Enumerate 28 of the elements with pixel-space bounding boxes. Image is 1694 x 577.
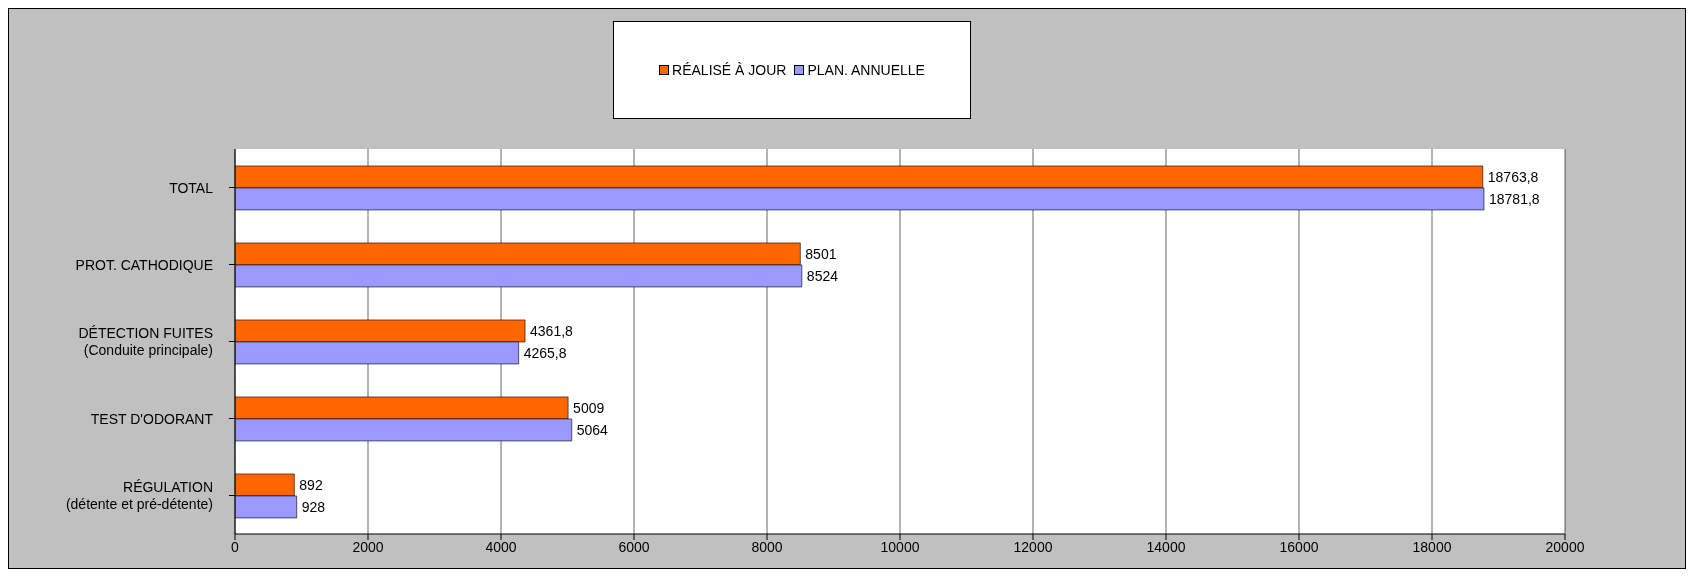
x-tick-label: 8000 xyxy=(751,538,783,555)
y-tick-label: RÉGULATION (détente et pré-détente) xyxy=(65,479,213,512)
data-label: 5009 xyxy=(573,399,605,416)
y-tick-label: TOTAL xyxy=(169,179,214,196)
x-tick-label: 12000 xyxy=(1013,538,1053,555)
data-label: 18781,8 xyxy=(1488,190,1540,207)
x-tick-label: 6000 xyxy=(618,538,650,555)
data-label: 892 xyxy=(299,476,323,493)
x-tick-label: 2000 xyxy=(352,538,384,555)
data-label: 18763,8 xyxy=(1487,168,1539,185)
x-tick-label: 14000 xyxy=(1146,538,1186,555)
x-tick-label: 0 xyxy=(231,538,240,555)
x-tick-label: 20000 xyxy=(1545,538,1585,555)
y-tick-label: DÉTECTION FUITES (Conduite principale) xyxy=(78,325,213,358)
data-label: 928 xyxy=(301,498,326,515)
legend-label: PLAN. ANNUELLE xyxy=(806,62,925,78)
data-label: 5064 xyxy=(576,421,609,438)
data-label: 8501 xyxy=(805,245,837,262)
y-tick-label: TEST D'ODORANT xyxy=(90,410,214,427)
y-tick-label: PROT. CATHODIQUE xyxy=(75,256,213,273)
x-tick-label: 16000 xyxy=(1279,538,1319,555)
x-tick-label: 10000 xyxy=(880,538,920,555)
x-tick-label: 4000 xyxy=(485,538,517,555)
data-label: 4265,8 xyxy=(523,344,567,361)
legend-label: RÉALISÉ À JOUR xyxy=(671,62,787,78)
data-label: 8524 xyxy=(806,267,839,284)
data-label: 4361,8 xyxy=(530,322,574,339)
x-tick-label: 18000 xyxy=(1412,538,1452,555)
